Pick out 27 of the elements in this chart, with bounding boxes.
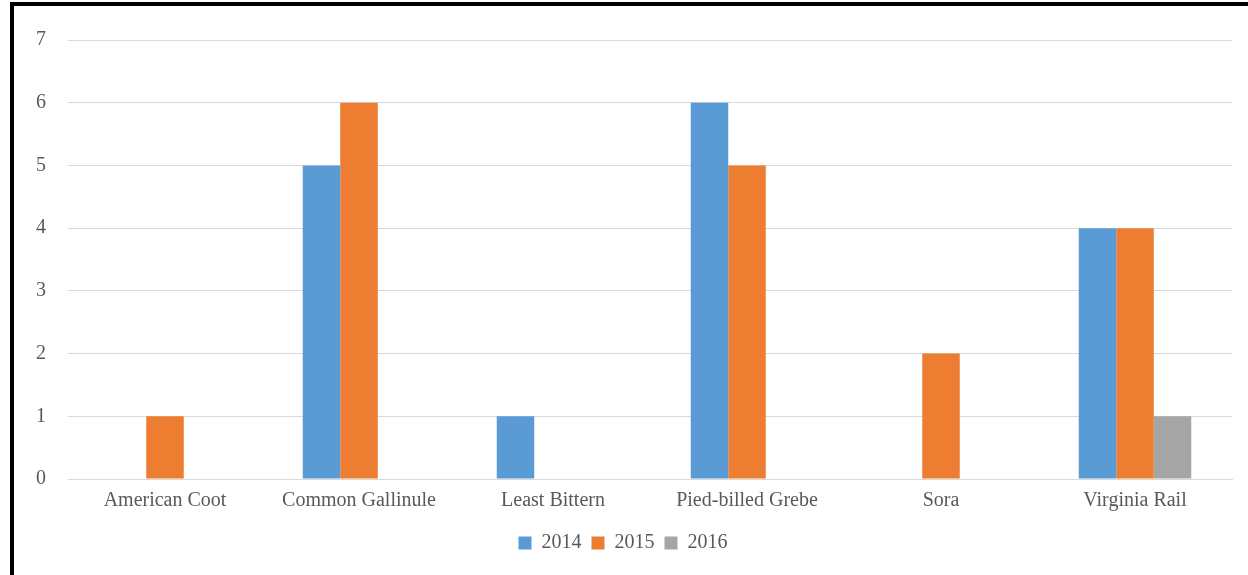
y-tick-label: 0 <box>36 466 46 489</box>
x-tick-label: Common Gallinule <box>282 488 437 511</box>
y-tick-label: 4 <box>36 215 46 238</box>
bar <box>146 416 184 479</box>
bar <box>1153 416 1192 479</box>
x-tick-label: Virginia Rail <box>1083 488 1188 512</box>
x-tick-label: Pied-billed Grebe <box>676 488 818 511</box>
y-tick-label: 2 <box>36 340 46 363</box>
y-tick-label: 3 <box>36 278 46 301</box>
bar <box>1116 228 1154 479</box>
x-tick-label: American Coot <box>103 488 227 511</box>
bar <box>340 102 378 479</box>
x-tick-label: Sora <box>922 488 960 511</box>
bar <box>302 165 341 479</box>
y-tick-label: 5 <box>36 152 46 175</box>
bar <box>1078 228 1117 479</box>
legend-label: 2016 <box>687 530 728 553</box>
y-tick-label: 1 <box>36 403 46 426</box>
y-tick-label: 7 <box>36 27 46 50</box>
legend-label: 2014 <box>541 530 582 553</box>
bar <box>922 353 960 479</box>
bar <box>728 165 766 479</box>
x-tick-label: Least Bittern <box>501 488 605 511</box>
y-tick-label: 6 <box>36 89 46 112</box>
bar <box>690 102 729 479</box>
legend-label: 2015 <box>614 530 655 553</box>
bar <box>496 416 535 479</box>
